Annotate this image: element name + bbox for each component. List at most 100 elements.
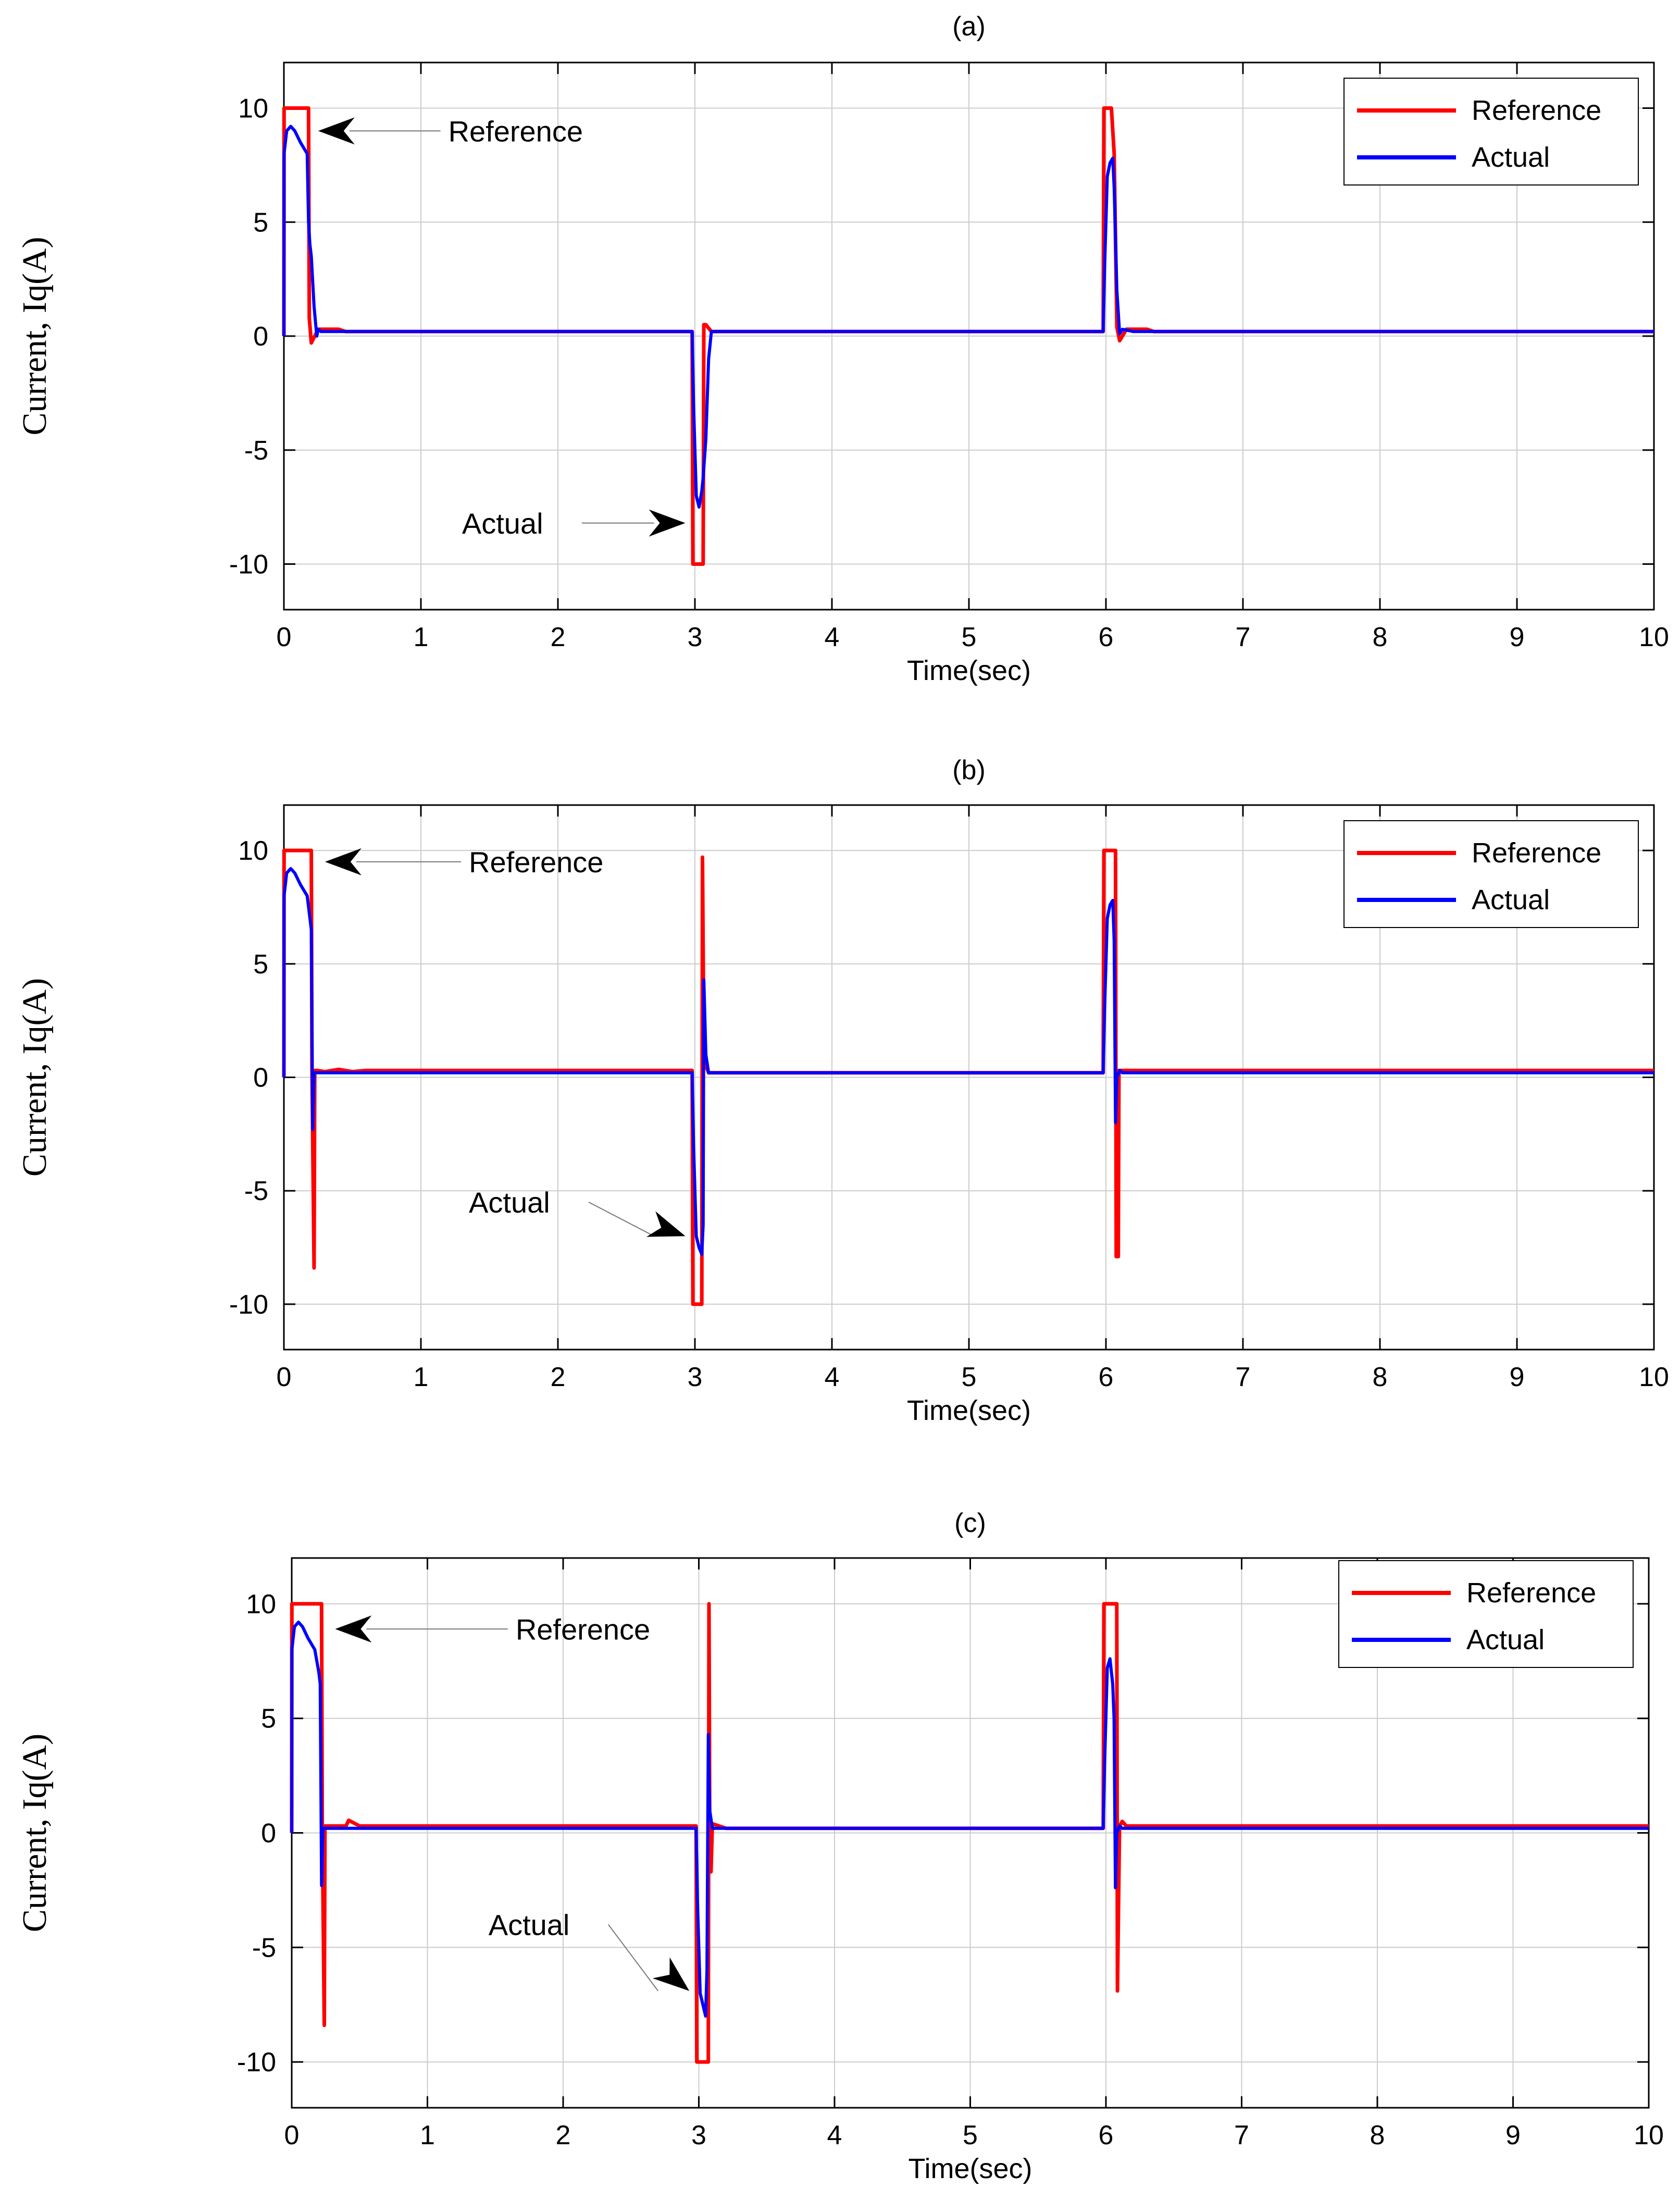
x-tick-label: 7 xyxy=(1234,2120,1249,2150)
annotation-reference: Reference xyxy=(318,115,583,147)
x-tick-label: 7 xyxy=(1236,622,1251,652)
y-axis-label: Current, Iq(A) xyxy=(16,237,54,435)
chart-panel-c: (c) 0 1 2 3 4 5 6 7 8 9 10 -10 -5 0 5 10 Time(sec) Current… xyxy=(16,1508,1664,2184)
x-tick-label: 5 xyxy=(962,1362,977,1392)
annotation-arrowhead xyxy=(325,848,362,875)
x-tick-label: 4 xyxy=(825,622,840,652)
x-tick-label: 3 xyxy=(688,1362,703,1392)
y-tick-label: 5 xyxy=(253,207,268,238)
legend-box xyxy=(1343,820,1639,928)
x-axis-label: Time(sec) xyxy=(907,1395,1031,1426)
y-tick-label: 0 xyxy=(253,1063,268,1093)
x-tick-label: 0 xyxy=(277,1362,292,1392)
y-tick-label: 0 xyxy=(261,1819,276,1849)
y-tick-label: 0 xyxy=(253,322,268,352)
annotation-arrowhead xyxy=(318,117,355,145)
x-axis-label: Time(sec) xyxy=(907,655,1031,686)
series-line-actual xyxy=(282,125,1654,509)
annotation-arrowhead xyxy=(646,1211,686,1237)
legend-box xyxy=(1343,78,1639,186)
annotation-actual: Actual xyxy=(462,507,686,540)
x-tick-label: 2 xyxy=(551,1362,566,1392)
annotation-label: Reference xyxy=(516,1613,650,1646)
legend-label-reference: Reference xyxy=(1472,837,1601,869)
y-tick-label: 5 xyxy=(253,949,268,980)
y-axis-label: Current, Iq(A) xyxy=(16,1734,54,1932)
annotation-actual: Actual xyxy=(469,1186,686,1237)
legend-label-actual: Actual xyxy=(1472,884,1550,916)
x-tick-label: 5 xyxy=(962,622,977,652)
annotation-arrowhead xyxy=(335,1615,372,1643)
x-tick-label: 4 xyxy=(827,2120,842,2150)
y-axis-label: Current, Iq(A) xyxy=(16,978,54,1177)
legend-label-actual: Actual xyxy=(1472,142,1550,173)
y-tick-label: 10 xyxy=(238,94,268,124)
legend: Reference Actual xyxy=(1343,820,1639,928)
x-tick-label: 0 xyxy=(277,622,292,652)
x-tick-label: 5 xyxy=(963,2120,978,2150)
y-tick-label: -5 xyxy=(244,436,268,466)
x-tick-label: 3 xyxy=(691,2120,706,2150)
legend-label-reference: Reference xyxy=(1466,1577,1596,1609)
x-tick-label: 2 xyxy=(551,622,566,652)
chart-panel-a: (a) 0 1 2 3 4 5 6 7 8 9 10 -10 -5 0 5 10 Time(sec) Current… xyxy=(16,11,1669,686)
x-tick-label: 10 xyxy=(1639,622,1669,652)
annotation-arrowhead xyxy=(649,509,686,537)
annotation-label: Actual xyxy=(489,1908,570,1941)
x-axis-label: Time(sec) xyxy=(909,2153,1032,2184)
x-tick-label: 10 xyxy=(1634,2120,1664,2150)
y-tick-label: -5 xyxy=(244,1176,268,1206)
x-tick-label: 1 xyxy=(414,1362,429,1392)
series-line-actual xyxy=(290,1621,1649,2018)
x-tick-label: 9 xyxy=(1510,1362,1525,1392)
annotation-arrow-line xyxy=(588,1202,655,1237)
legend: Reference Actual xyxy=(1343,78,1639,186)
x-tick-label: 7 xyxy=(1236,1362,1251,1392)
x-tick-label: 10 xyxy=(1639,1362,1669,1392)
annotation-label: Actual xyxy=(469,1186,550,1219)
annotation-label: Reference xyxy=(469,846,603,879)
x-tick-label: 4 xyxy=(825,1362,840,1392)
annotation-label: Reference xyxy=(449,115,583,147)
x-tick-label: 8 xyxy=(1373,622,1388,652)
y-tick-label: 10 xyxy=(238,836,268,866)
x-tick-label: 6 xyxy=(1099,2120,1114,2150)
x-tick-label: 8 xyxy=(1373,1362,1388,1392)
y-tick-label: -10 xyxy=(229,550,268,580)
x-tick-label: 3 xyxy=(688,622,703,652)
chart-title: (a) xyxy=(952,11,986,42)
legend-label-reference: Reference xyxy=(1472,95,1601,126)
chart-title: (c) xyxy=(954,1508,986,1538)
x-tick-label: 6 xyxy=(1099,1362,1114,1392)
chart-panel-b: (b) 0 1 2 3 4 5 6 7 8 9 10 -10 -5 0 5 10 Time(sec) Current… xyxy=(16,755,1669,1426)
series-line-reference xyxy=(290,1602,1649,2064)
annotation-arrowhead xyxy=(652,1957,690,1991)
legend-box xyxy=(1338,1560,1634,1668)
annotation-actual: Actual xyxy=(489,1908,690,1992)
y-tick-label: 10 xyxy=(246,1589,276,1620)
x-tick-label: 1 xyxy=(420,2120,435,2150)
annotation-label: Actual xyxy=(462,507,543,540)
y-tick-label: 5 xyxy=(261,1704,276,1734)
annotation-arrow-line xyxy=(607,1924,659,1992)
x-tick-label: 9 xyxy=(1510,622,1525,652)
x-tick-label: 6 xyxy=(1099,622,1114,652)
y-tick-label: -10 xyxy=(237,2047,276,2078)
legend-label-actual: Actual xyxy=(1466,1624,1545,1655)
y-tick-label: -10 xyxy=(229,1290,268,1320)
x-tick-label: 0 xyxy=(284,2120,300,2150)
y-tick-label: -5 xyxy=(252,1933,276,1963)
annotation-reference: Reference xyxy=(335,1613,650,1646)
x-tick-label: 9 xyxy=(1505,2120,1521,2150)
x-tick-label: 2 xyxy=(556,2120,571,2150)
series-line-reference xyxy=(282,106,1654,566)
chart-title: (b) xyxy=(952,755,986,785)
x-tick-label: 1 xyxy=(414,622,429,652)
series-line-actual xyxy=(282,867,1654,1256)
x-tick-label: 8 xyxy=(1370,2120,1385,2150)
annotation-reference: Reference xyxy=(325,846,603,879)
legend: Reference Actual xyxy=(1338,1560,1634,1668)
series-line-reference xyxy=(282,848,1654,1306)
